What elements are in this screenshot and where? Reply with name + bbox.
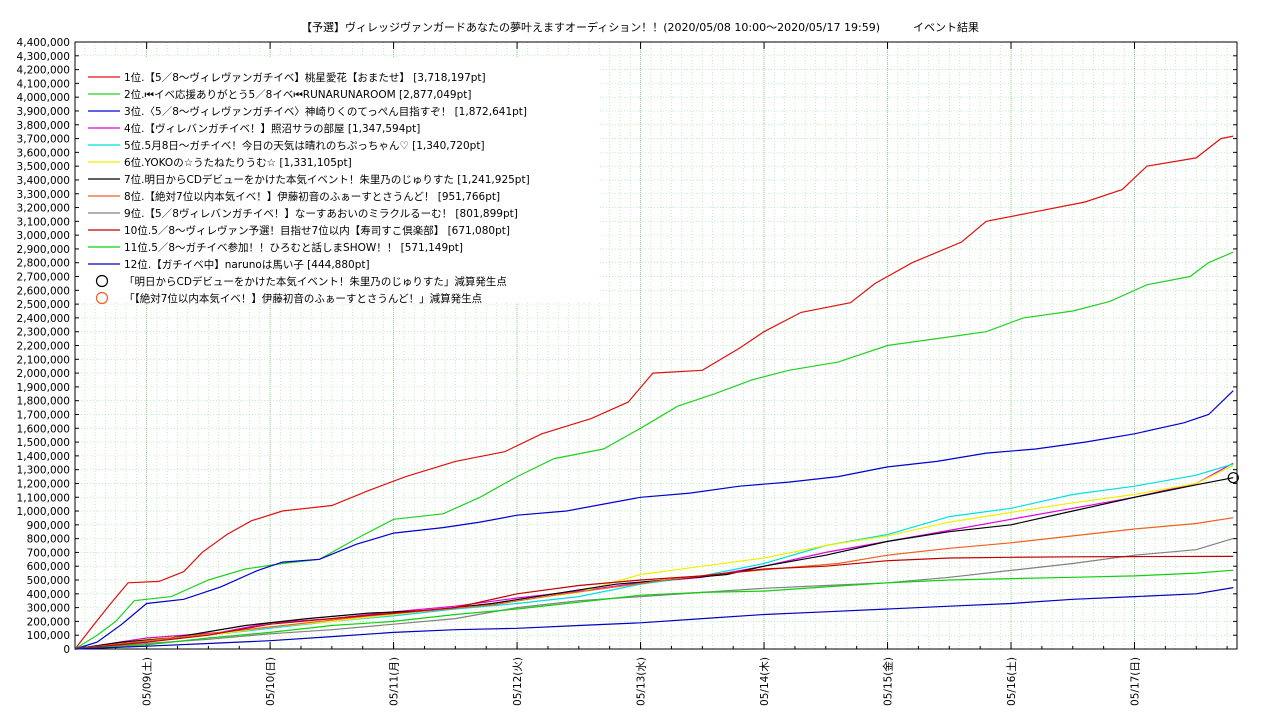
legend-entry: 10位.5／8～ヴィレヴァン予選！目指せ7位以内【寿司すこ倶楽部】 [671,0… (124, 224, 510, 237)
series-line-10 (74, 555, 1234, 650)
y-tick-label: 3,100,000 (17, 216, 70, 228)
legend-entry: 2位.⏮イベ応援ありがとう5／8イベ⏮RUNARUNAROOM [2,877,0… (124, 88, 471, 101)
y-tick-label: 4,100,000 (17, 78, 70, 90)
legend-entry: 8位.【絶対7位以内本気イベ！】伊藤初音のふぁーすとさうんど！ [951,766… (124, 190, 500, 203)
legend-entry: 「明日からCDデビューをかけた本気イベント！朱里乃のじゅりすた」減算発生点 (124, 275, 507, 288)
y-tick-label: 3,800,000 (17, 120, 70, 132)
legend-entry: 11位.5／8～ガチイベ参加！！ひろむと話しまSHOW！！ [571,149pt… (124, 241, 463, 254)
y-tick-label: 2,600,000 (17, 285, 70, 297)
series-line-9 (74, 537, 1234, 650)
x-tick-label: 05/17(日) (1130, 657, 1142, 706)
y-tick-label: 0 (63, 644, 70, 656)
x-tick-label: 05/15(金) (882, 657, 895, 706)
x-tick-label: 05/16(土) (1005, 657, 1018, 706)
legend-entry: 5位.5月8日～ガチイベ！今日の天気は晴れのちぷっちゃん♡ [1,340,720… (124, 139, 485, 152)
legend: 1位.【5／8～ヴィレヴァンガチイベ】桃星愛花【おまたせ】 [3,718,197… (80, 57, 600, 305)
legend-entry: 9位.【5／8ヴィレバンガチイベ！】なーすあおいのミラクルるーむ！ [801,8… (124, 207, 518, 220)
series-line-1 (74, 135, 1234, 650)
series-line-2 (74, 251, 1234, 650)
y-tick-label: 2,100,000 (17, 354, 70, 366)
y-tick-label: 2,800,000 (17, 258, 70, 270)
y-tick-label: 1,200,000 (17, 478, 70, 490)
y-tick-label: 600,000 (27, 561, 70, 573)
y-tick-label: 4,200,000 (17, 65, 70, 77)
y-tick-label: 3,700,000 (17, 134, 70, 146)
y-tick-label: 700,000 (27, 547, 70, 559)
legend-background (80, 57, 600, 303)
legend-entry: 3位.〈5／8～ヴィレヴァンガチイベ〉神崎りくのてっぺん目指すぞ！ [1,872… (124, 105, 527, 118)
y-tick-label: 3,600,000 (17, 147, 70, 159)
legend-entry: 7位.明日からCDデビューをかけた本気イベント！朱里乃のじゅりすた [1,241… (124, 173, 530, 186)
y-tick-label: 3,000,000 (17, 230, 70, 242)
legend-entry: 1位.【5／8～ヴィレヴァンガチイベ】桃星愛花【おまたせ】 [3,718,197… (124, 71, 486, 84)
y-tick-label: 1,900,000 (17, 382, 70, 394)
y-tick-label: 1,500,000 (17, 437, 70, 449)
y-tick-label: 1,300,000 (17, 465, 70, 477)
series-line-8 (74, 517, 1234, 650)
y-tick-label: 500,000 (27, 575, 70, 587)
series-lines (74, 135, 1239, 650)
legend-entry: 6位.YOKOの☆うたねたりうむ☆ [1,331,105pt] (124, 156, 352, 169)
y-tick-label: 3,400,000 (17, 175, 70, 187)
series-line-7 (74, 477, 1234, 650)
marker-point (1227, 472, 1239, 484)
y-tick-label: 4,400,000 (17, 37, 70, 49)
chart-title: 【予選】ヴィレッジヴァンガードあなたの夢叶えますオーディション！！(2020/0… (300, 21, 979, 34)
x-tick-label: 05/12(火) (512, 657, 524, 706)
legend-marker-swatch (95, 291, 109, 305)
x-tick-label: 05/14(木) (759, 657, 771, 706)
y-tick-label: 4,000,000 (17, 92, 70, 104)
y-tick-label: 3,500,000 (17, 161, 70, 173)
y-tick-label: 1,600,000 (17, 423, 70, 435)
legend-entry: 「【絶対7位以内本気イベ！】伊藤初音のふぁーすとさうんど！」減算発生点 (124, 292, 482, 305)
y-tick-label: 200,000 (27, 616, 70, 628)
y-tick-label: 2,700,000 (17, 272, 70, 284)
y-tick-label: 400,000 (27, 589, 70, 601)
y-tick-label: 3,900,000 (17, 106, 70, 118)
y-tick-label: 2,900,000 (17, 244, 70, 256)
x-tick-label: 05/13(水) (636, 657, 648, 706)
grid (75, 41, 1237, 650)
y-tick-label: 1,100,000 (17, 492, 70, 504)
series-line-11 (74, 569, 1234, 650)
series-line-12 (74, 587, 1234, 650)
y-tick-label: 2,400,000 (17, 313, 70, 325)
y-tick-label: 1,700,000 (17, 409, 70, 421)
series-line-3 (74, 390, 1234, 650)
y-tick-label: 900,000 (27, 520, 70, 532)
y-tick-label: 100,000 (27, 630, 70, 642)
y-tick-label: 1,400,000 (17, 451, 70, 463)
y-tick-label: 2,500,000 (17, 299, 70, 311)
y-tick-label: 4,300,000 (17, 51, 70, 63)
y-tick-label: 300,000 (27, 603, 70, 615)
legend-entry: 12位.【ガチイベ中】narunoは馬い子 [444,880pt] (124, 258, 370, 271)
x-tick-label: 05/10(日) (265, 657, 277, 706)
y-tick-label: 1,000,000 (17, 506, 70, 518)
y-tick-label: 2,200,000 (17, 341, 70, 353)
y-tick-label: 1,800,000 (17, 396, 70, 408)
y-tick-label: 3,300,000 (17, 189, 70, 201)
legend-entry: 4位.【ヴィレバンガチイベ！】照沼サラの部屋 [1,347,594pt] (124, 122, 420, 135)
y-tick-label: 3,200,000 (17, 203, 70, 215)
y-tick-label: 800,000 (27, 534, 70, 546)
y-tick-label: 2,300,000 (17, 327, 70, 339)
y-tick-label: 2,000,000 (17, 368, 70, 380)
legend-marker-swatch (95, 274, 109, 288)
x-tick-label: 05/11(月) (389, 657, 401, 706)
x-tick-label: 05/09(土) (141, 657, 154, 706)
